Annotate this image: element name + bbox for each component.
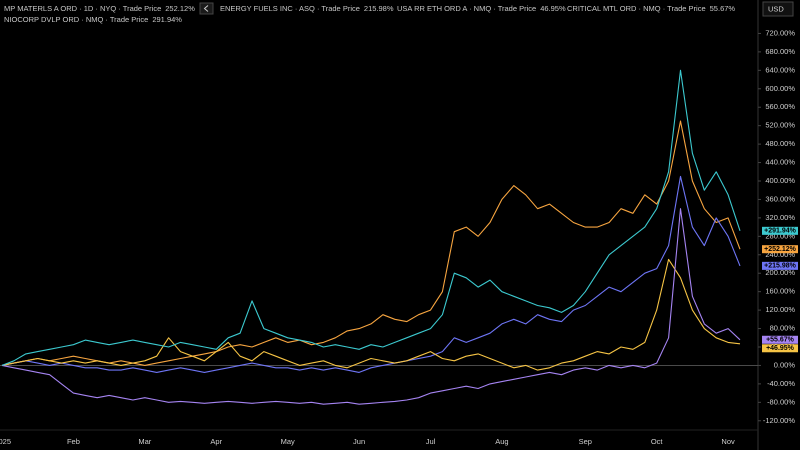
y-tick-label: 400.00% bbox=[765, 176, 795, 185]
y-tick-label: -40.00% bbox=[767, 379, 795, 388]
x-tick-label: Nov bbox=[721, 437, 735, 446]
legend-scroll-button[interactable] bbox=[199, 2, 214, 15]
x-tick-label: Apr bbox=[210, 437, 222, 446]
x-tick-label: Oct bbox=[651, 437, 664, 446]
y-tick-label: 0.00% bbox=[774, 360, 796, 369]
last-value-badge-label: +46.95% bbox=[766, 345, 795, 352]
y-tick-label: -80.00% bbox=[767, 397, 795, 406]
y-tick-label: 200.00% bbox=[765, 268, 795, 277]
legend-value: 252.12% bbox=[165, 4, 195, 13]
legend-value: 55.67% bbox=[710, 4, 736, 13]
y-tick-label: 640.00% bbox=[765, 65, 795, 74]
y-tick-label: 720.00% bbox=[765, 28, 795, 37]
x-tick-label: Sep bbox=[579, 437, 592, 446]
legend-label[interactable]: CRITICAL MTL ORD · NMQ · Trade Price bbox=[567, 4, 706, 13]
y-tick-label: -120.00% bbox=[763, 416, 795, 425]
last-value-badge-label: +291.94% bbox=[764, 228, 796, 235]
y-tick-label: 360.00% bbox=[765, 194, 795, 203]
last-value-badge bbox=[762, 335, 798, 344]
y-tick-label: 240.00% bbox=[765, 250, 795, 259]
last-value-badge bbox=[762, 226, 798, 235]
legend-label[interactable]: MP MATERLS A ORD · 1D · NYQ · Trade Pric… bbox=[4, 4, 161, 13]
series-line bbox=[1, 208, 741, 405]
y-tick-label: 280.00% bbox=[765, 231, 795, 240]
y-tick-label: 600.00% bbox=[765, 84, 795, 93]
legend-value: 46.95% bbox=[540, 4, 566, 13]
y-tick-label: 120.00% bbox=[765, 305, 795, 314]
currency-box[interactable] bbox=[762, 1, 794, 17]
x-tick-label: Feb bbox=[67, 437, 80, 446]
x-tick-label: Jun bbox=[353, 437, 365, 446]
series-line bbox=[1, 258, 741, 371]
y-tick-label: 680.00% bbox=[765, 47, 795, 56]
x-tick-label: Jul bbox=[426, 437, 436, 446]
legend-scroll-icon bbox=[203, 5, 209, 12]
last-value-badge-label: +252.12% bbox=[764, 246, 796, 253]
last-value-badge bbox=[762, 245, 798, 254]
y-tick-label: 520.00% bbox=[765, 121, 795, 130]
x-tick-label: May bbox=[281, 437, 295, 446]
legend-label[interactable]: USA RR ETH ORD A · NMQ · Trade Price bbox=[397, 4, 536, 13]
legend-label[interactable]: NIOCORP DVLP ORD · NMQ · Trade Price bbox=[4, 15, 148, 24]
legend-value: 291.94% bbox=[152, 15, 182, 24]
y-tick-label: 320.00% bbox=[765, 213, 795, 222]
series-line bbox=[1, 69, 741, 366]
x-tick-label: Mar bbox=[138, 437, 151, 446]
y-tick-label: 560.00% bbox=[765, 102, 795, 111]
last-value-badge bbox=[762, 344, 798, 353]
last-value-badge bbox=[762, 261, 798, 270]
y-tick-label: 440.00% bbox=[765, 158, 795, 167]
legend-value: 215.98% bbox=[364, 4, 394, 13]
x-tick-label: 2025 bbox=[0, 437, 11, 446]
series-line bbox=[1, 120, 741, 366]
series-line bbox=[1, 175, 741, 373]
y-tick-label: 160.00% bbox=[765, 287, 795, 296]
last-value-badge-label: +215.98% bbox=[764, 263, 796, 270]
legend-label[interactable]: ENERGY FUELS INC · ASQ · Trade Price bbox=[220, 4, 360, 13]
y-axis-label: USD bbox=[768, 4, 784, 13]
y-tick-label: 480.00% bbox=[765, 139, 795, 148]
x-tick-label: Aug bbox=[495, 437, 508, 446]
last-value-badge-label: +55.67% bbox=[766, 337, 795, 344]
y-tick-label: 80.00% bbox=[770, 324, 796, 333]
